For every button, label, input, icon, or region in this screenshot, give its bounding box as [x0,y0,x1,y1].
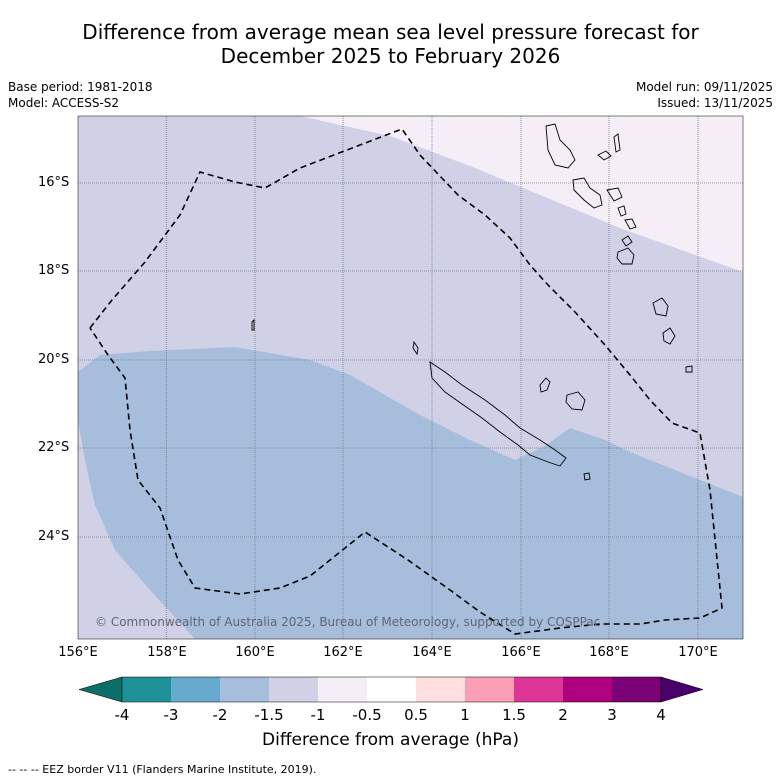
map-frame [77,115,744,640]
title-line-2: December 2025 to February 2026 [220,44,561,68]
colorbar-segment [416,677,465,702]
colorbar-segment [514,677,563,702]
lon-label: 168°E [589,645,629,660]
map-area: © Commonwealth of Australia 2025, Bureau… [78,116,743,639]
lon-label: 162°E [323,645,363,660]
gridlines [78,116,743,639]
colorbar-tick-label: 4 [656,706,666,724]
colorbar-segment [171,677,220,702]
lon-label: 156°E [58,645,98,660]
lon-label: 166°E [501,645,541,660]
colorbar-tick-label: -0.5 [352,706,382,724]
model-name: Model: ACCESS-S2 [8,96,120,110]
colorbar-segment [563,677,612,702]
title-line-1: Difference from average mean sea level p… [82,20,699,44]
colorbar-segment [122,677,171,702]
coastlines [251,123,693,481]
base-period: Base period: 1981-2018 [8,80,153,94]
colorbar-tick-label: 0.5 [404,706,428,724]
colorbar-tick-label: 1.5 [502,706,526,724]
lon-label: 160°E [235,645,275,660]
lat-label: 18°S [38,263,70,278]
colorbar-tick-label: 3 [607,706,617,724]
colorbar-extend-low [78,676,123,703]
lat-label: 16°S [38,175,70,190]
new-caledonia-grande-terre [429,361,567,467]
colorbar-extend-high [660,676,704,703]
meta-right: Model run: 09/11/2025 Issued: 13/11/2025 [636,79,773,111]
colorbar-tick-label: -1.5 [254,706,284,724]
lat-label: 20°S [38,352,70,367]
colorbar-segment [269,677,318,702]
lon-label: 170°E [678,645,718,660]
colorbar-segment [220,677,269,702]
model-run: Model run: 09/11/2025 [635,80,773,94]
chart-title: Difference from average mean sea level p… [0,20,781,68]
band-minus-1 [300,116,743,272]
lon-label: 158°E [147,645,187,660]
issued-date: Issued: 13/11/2025 [657,96,773,110]
colorbar-segment [318,677,367,702]
colorbar [78,676,704,703]
colorbar-title: Difference from average (hPa) [262,730,519,750]
colorbar-tick-label: -2 [212,706,228,724]
lat-label: 24°S [38,529,70,544]
lon-label: 164°E [412,645,452,660]
colorbar-segment [367,677,416,702]
colorbar-tick-label: 2 [558,706,568,724]
colorbar-tick-label: -1 [310,706,326,724]
band-minus-2 [78,347,743,639]
meta-left: Base period: 1981-2018 Model: ACCESS-S2 [8,79,153,111]
colorbar-outline [121,676,662,703]
colorbar-tick-label: -3 [163,706,179,724]
colorbar-tick-label: 1 [460,706,470,724]
eez-border [89,128,723,635]
copyright-text: © Commonwealth of Australia 2025, Bureau… [95,615,600,629]
footnote: -- -- -- EEZ border V11 (Flanders Marine… [8,763,317,776]
colorbar-segment [612,677,661,702]
colorbar-tick-label: -4 [114,706,130,724]
colorbar-segment [465,677,514,702]
lat-label: 22°S [38,440,70,455]
vanuatu-espiritu-santo [545,123,576,169]
